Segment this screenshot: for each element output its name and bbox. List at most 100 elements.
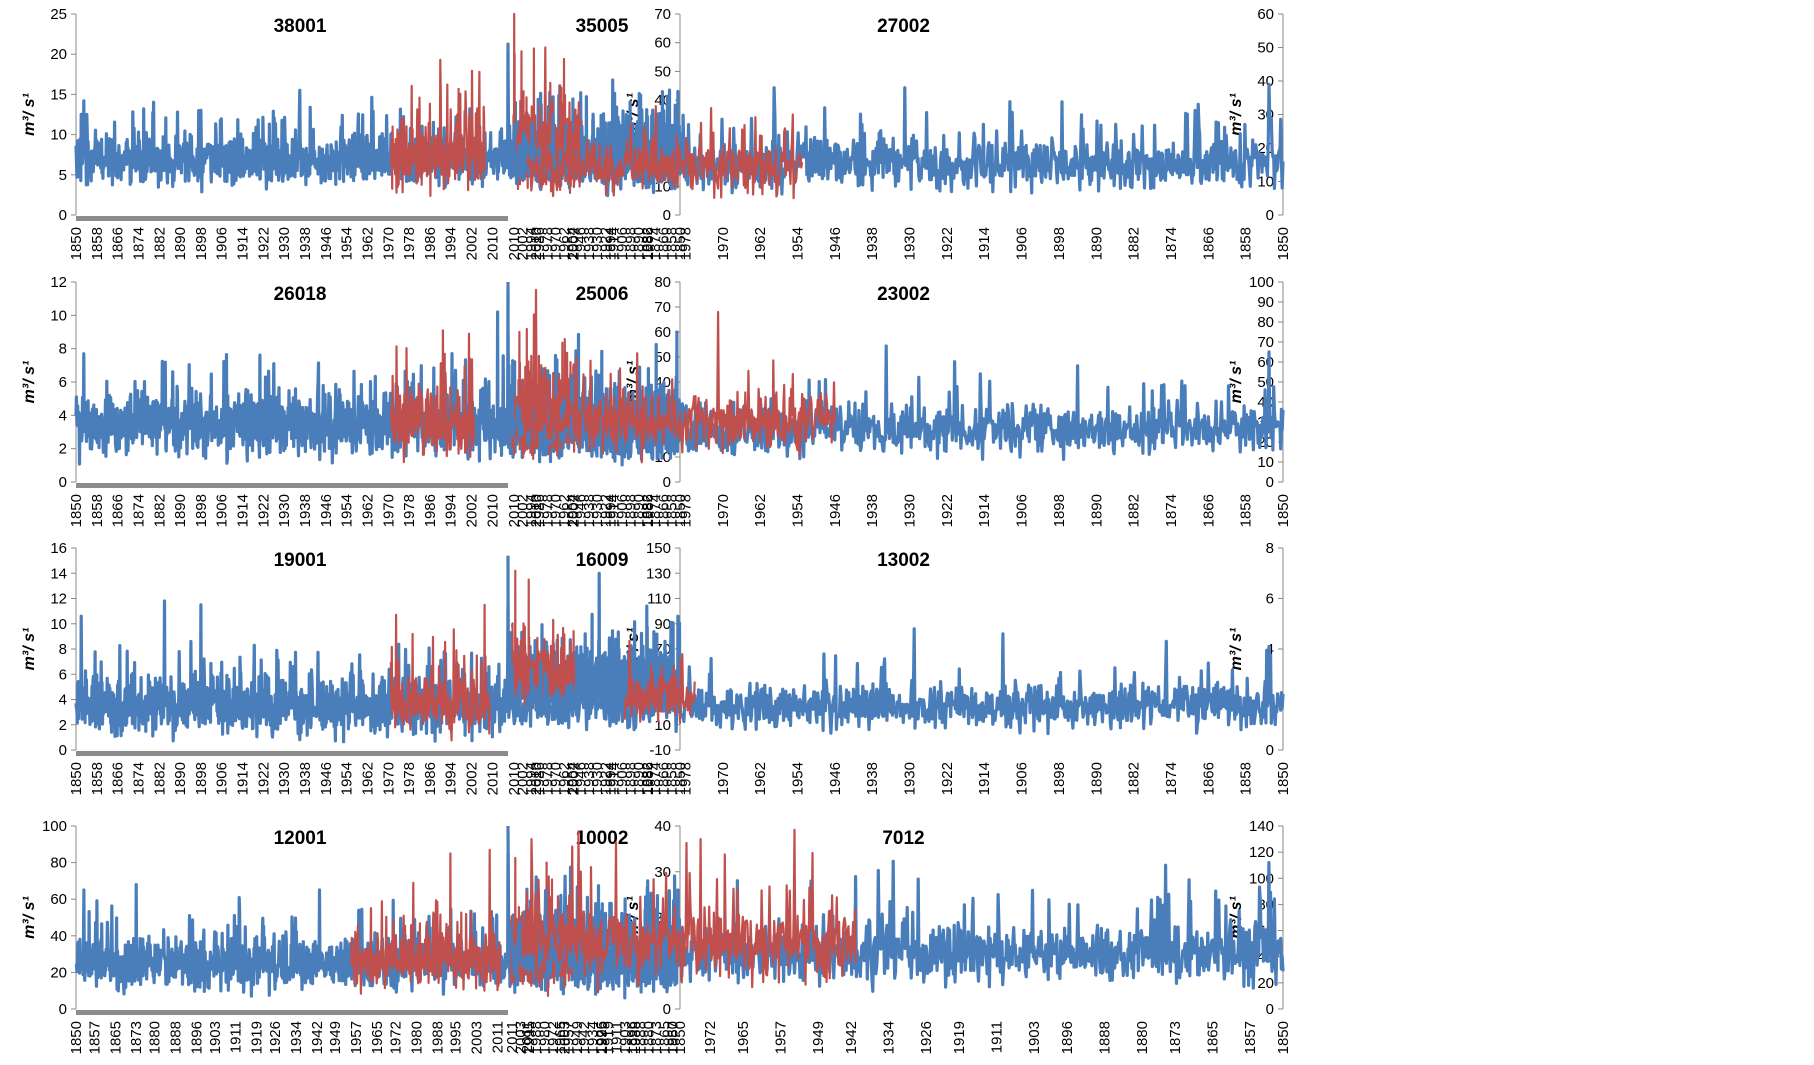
x-tick-label: 1934 <box>584 1021 601 1054</box>
y-tick-label: 4 <box>59 692 67 709</box>
y-tick-label: 70 <box>654 299 671 316</box>
x-tick-label: 1903 <box>1026 1021 1043 1054</box>
x-tick-label: 1954 <box>789 494 806 527</box>
y-tick-label: 120 <box>1249 844 1274 861</box>
x-tick-label: 1926 <box>593 1021 610 1054</box>
x-tick-label: 1978 <box>401 762 418 795</box>
x-tick-label: 2002 <box>464 227 481 260</box>
x-tick-label: 1942 <box>576 1021 593 1054</box>
x-tick-label: 2002 <box>565 227 582 260</box>
x-tick-label: 1880 <box>1134 1021 1151 1054</box>
series-line-overlay <box>521 828 857 994</box>
x-tick-label: 1965 <box>552 1021 569 1054</box>
x-tick-label: 1906 <box>214 762 231 795</box>
x-tick-label: 2003 <box>469 1021 486 1054</box>
y-tick-label: 0 <box>663 474 671 491</box>
y-tick-label: 90 <box>1257 294 1274 311</box>
x-tick-label: 1866 <box>1200 227 1217 260</box>
x-tick-label: 1986 <box>640 762 657 795</box>
x-tick-label: 1965 <box>735 1021 752 1054</box>
x-tick-label: 1858 <box>664 494 681 527</box>
x-tick-label: 1978 <box>677 762 694 795</box>
x-tick-label: 1906 <box>214 494 231 527</box>
x-tick-label: 2011 <box>490 1021 507 1053</box>
x-tick-label: 1922 <box>939 494 956 527</box>
chart-title: 35005 <box>576 16 629 37</box>
x-tick-label: 2002 <box>565 762 582 795</box>
x-tick-label: 1986 <box>531 762 548 795</box>
x-tick-label: 1930 <box>276 227 293 260</box>
x-tick-label: 1922 <box>939 227 956 260</box>
x-tick-label: 1850 <box>672 227 689 260</box>
y-tick-label: 5 <box>59 167 67 184</box>
x-tick-label: 1994 <box>523 494 540 527</box>
x-tick-label: 1906 <box>614 227 631 260</box>
series-line-overlay <box>525 46 804 200</box>
chart-title: 7012 <box>882 828 924 849</box>
x-tick-label: 1957 <box>348 1021 365 1054</box>
y-axis-title: m³/ s¹ <box>21 360 38 403</box>
x-tick-label: 1874 <box>1163 494 1180 527</box>
x-tick-label: 1930 <box>276 762 293 795</box>
y-tick-label: 0 <box>1266 742 1274 759</box>
x-axis-bar <box>76 483 508 488</box>
x-tick-label: 1890 <box>1088 227 1105 260</box>
x-tick-label: 1938 <box>864 762 881 795</box>
x-tick-label: 1949 <box>327 1021 344 1054</box>
x-tick-label: 1880 <box>641 1021 658 1054</box>
y-tick-label: 0 <box>59 742 67 759</box>
x-axis-bar <box>76 216 508 221</box>
x-tick-label: 1911 <box>608 1021 625 1053</box>
x-tick-label: 1949 <box>810 1021 827 1054</box>
y-tick-label: 8 <box>59 341 67 358</box>
x-tick-label: 1866 <box>655 762 672 795</box>
y-tick-label: 60 <box>1257 6 1274 23</box>
x-tick-label: 1954 <box>339 227 356 260</box>
x-tick-label: 1938 <box>864 227 881 260</box>
x-tick-label: 1994 <box>603 762 620 795</box>
y-tick-label: 0 <box>1266 1001 1274 1018</box>
x-tick-label: 1930 <box>902 494 919 527</box>
y-tick-label: 10 <box>50 127 67 144</box>
x-tick-label: 1857 <box>665 1021 682 1054</box>
x-tick-label: 1906 <box>1014 762 1031 795</box>
y-tick-label: 60 <box>50 891 67 908</box>
y-tick-label: 80 <box>1257 314 1274 331</box>
x-tick-label: 1978 <box>677 227 694 260</box>
x-tick-label: 1962 <box>556 762 573 795</box>
x-tick-label: 1962 <box>556 227 573 260</box>
x-tick-label: 1874 <box>1163 227 1180 260</box>
x-tick-label: 1922 <box>597 762 614 795</box>
series-line-observed <box>506 70 1285 198</box>
y-tick-label: 20 <box>1257 975 1274 992</box>
y-tick-label: 0 <box>663 1001 671 1018</box>
x-tick-label: 1866 <box>110 494 127 527</box>
x-tick-label: 1946 <box>827 227 844 260</box>
x-tick-label: 1882 <box>151 494 168 527</box>
x-tick-label: 1858 <box>89 227 106 260</box>
x-tick-label: 2011 <box>519 1021 536 1053</box>
x-tick-label: 1994 <box>603 494 620 527</box>
series-line-overlay <box>349 848 502 995</box>
x-tick-label: 1942 <box>309 1021 326 1054</box>
x-tick-label: 1914 <box>235 227 252 260</box>
x-tick-label: 1995 <box>448 1021 465 1054</box>
x-tick-label: 1850 <box>1275 227 1292 260</box>
x-tick-label: 2010 <box>506 494 523 527</box>
x-tick-label: 1954 <box>789 762 806 795</box>
y-tick-label: 130 <box>646 565 671 582</box>
x-tick-label: 1914 <box>235 494 252 527</box>
series-line-observed <box>506 333 1285 461</box>
x-tick-label: 1890 <box>631 494 648 527</box>
x-tick-label: 1970 <box>548 227 565 260</box>
x-tick-label: 1986 <box>422 762 439 795</box>
x-tick-label: 1930 <box>589 227 606 260</box>
x-tick-label: 1865 <box>107 1021 124 1054</box>
x-tick-label: 1890 <box>631 227 648 260</box>
x-tick-label: 1980 <box>408 1021 425 1054</box>
y-axis-title: m³/ s¹ <box>1228 360 1245 403</box>
x-tick-label: 1888 <box>167 1021 184 1054</box>
y-tick-label: 70 <box>1257 334 1274 351</box>
x-tick-label: 1858 <box>89 494 106 527</box>
x-tick-label: 1873 <box>1167 1021 1184 1054</box>
